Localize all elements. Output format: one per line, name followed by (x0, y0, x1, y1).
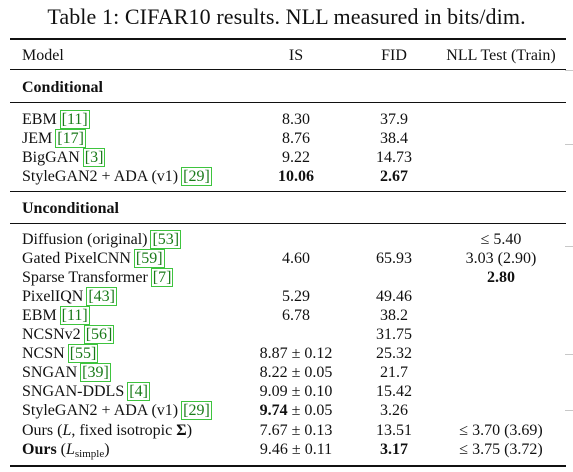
is-cell: 9.74 ± 0.05 (259, 402, 333, 419)
citation-link[interactable]: [53] (150, 230, 182, 249)
header-row: Model IS FID NLL Test (Train) (0, 46, 573, 66)
is-cell: 8.22 ± 0.05 (259, 364, 333, 381)
table-row: EBM [11] 6.78 38.2 (0, 306, 573, 326)
section-title: Unconditional (22, 200, 119, 217)
table-row: BigGAN [3] 9.22 14.73 (0, 148, 573, 168)
edge-mark (565, 354, 573, 355)
fid-cell: 14.73 (376, 149, 412, 166)
is-cell: 8.87 ± 0.12 (259, 345, 333, 362)
table-caption: Table 1: CIFAR10 results. NLL measured i… (47, 4, 526, 29)
model-cell: NCSN [55] (22, 344, 99, 363)
model-cell: PixelIQN [43] (22, 287, 117, 306)
table-row: NCSN [55] 8.87 ± 0.12 25.32 (0, 344, 573, 364)
is-cell: 9.46 ± 0.11 (259, 441, 333, 458)
citation-link[interactable]: [55] (67, 344, 99, 363)
citation-link[interactable]: [29] (181, 401, 212, 420)
model-cell: NCSNv2 [56] (22, 325, 115, 344)
is-cell: 5.29 (282, 288, 310, 305)
citation-link[interactable]: [11] (59, 110, 90, 129)
citation-link[interactable]: [11] (59, 306, 90, 325)
citation-link[interactable]: [3] (82, 148, 106, 167)
top-rule (10, 38, 566, 40)
section-rule (10, 223, 566, 224)
model-cell: Gated PixelCNN [59] (22, 249, 165, 268)
table-row: NCSNv2 [56] 31.75 (0, 325, 573, 345)
citation-link[interactable]: [59] (133, 249, 165, 268)
model-cell: StyleGAN2 + ADA (v1) [29] (22, 401, 212, 420)
fid-cell: 25.32 (376, 345, 412, 362)
nll-cell: 2.80 (487, 269, 515, 286)
table-row: StyleGAN2 + ADA (v1) [29] 10.06 2.67 (0, 167, 573, 187)
is-cell: 6.78 (282, 307, 310, 324)
header-is: IS (288, 47, 304, 64)
fid-cell: 49.46 (376, 288, 412, 305)
table-row: Ours (Lsimple) 9.46 ± 0.11 3.17 ≤ 3.75 (… (0, 440, 573, 460)
model-cell: Sparse Transformer [7] (22, 268, 174, 287)
bottom-rule (10, 465, 566, 467)
section-rule (10, 102, 566, 103)
model-cell: Diffusion (original) [53] (22, 230, 182, 249)
edge-mark (565, 70, 573, 71)
model-cell: EBM [11] (22, 110, 90, 129)
model-cell: Ours (Lsimple) (22, 441, 110, 460)
header-nll: NLL Test (Train) (446, 47, 556, 64)
is-cell: 9.09 ± 0.10 (259, 383, 333, 400)
citation-link[interactable]: [4] (127, 382, 150, 401)
model-cell: SNGAN [39] (22, 363, 111, 382)
table-row: PixelIQN [43] 5.29 49.46 (0, 287, 573, 307)
section-conditional: Conditional (0, 78, 573, 98)
fid-cell: 65.93 (376, 250, 412, 267)
fid-cell: 38.2 (380, 307, 408, 324)
fid-cell: 37.9 (380, 111, 408, 128)
header-rule (10, 69, 566, 70)
section-unconditional: Unconditional (0, 199, 573, 219)
is-cell: 9.22 (282, 149, 310, 166)
fid-cell: 2.67 (380, 168, 408, 185)
model-cell: JEM [17] (22, 129, 86, 148)
table-row: JEM [17] 8.76 38.4 (0, 129, 573, 149)
header-model: Model (22, 47, 64, 64)
edge-mark (565, 144, 573, 145)
fid-cell: 3.17 (380, 441, 408, 458)
table-row: EBM [11] 8.30 37.9 (0, 110, 573, 130)
nll-cell: 3.03 (2.90) (465, 250, 537, 267)
is-cell: 8.76 (282, 130, 310, 147)
model-cell: EBM [11] (22, 306, 90, 325)
citation-link[interactable]: [43] (86, 287, 117, 306)
nll-cell: ≤ 3.75 (3.72) (459, 441, 543, 458)
fid-cell: 3.26 (380, 402, 408, 419)
header-fid: FID (381, 47, 407, 64)
citation-link[interactable]: [17] (55, 129, 86, 148)
table-row: Sparse Transformer [7] 2.80 (0, 268, 573, 288)
fid-cell: 31.75 (376, 326, 412, 343)
model-cell: SNGAN-DDLS [4] (22, 382, 150, 401)
nll-cell: ≤ 5.40 (480, 231, 522, 248)
is-cell: 10.06 (278, 168, 314, 185)
edge-mark (565, 410, 573, 411)
table-row: StyleGAN2 + ADA (v1) [29] 9.74 ± 0.05 3.… (0, 401, 573, 421)
section-title: Conditional (22, 79, 103, 96)
table-row: SNGAN-DDLS [4] 9.09 ± 0.10 15.42 (0, 382, 573, 402)
citation-link[interactable]: [29] (181, 167, 212, 186)
table-row: Ours (L, fixed isotropic Σ) 7.67 ± 0.13 … (0, 421, 573, 441)
nll-cell: ≤ 3.70 (3.69) (459, 422, 543, 439)
citation-link[interactable]: [56] (83, 325, 115, 344)
model-cell: BigGAN [3] (22, 148, 106, 167)
model-cell: StyleGAN2 + ADA (v1) [29] (22, 167, 212, 186)
model-cell: Ours (L, fixed isotropic Σ) (22, 422, 193, 439)
is-cell: 7.67 ± 0.13 (259, 422, 333, 439)
citation-link[interactable]: [7] (150, 268, 174, 287)
fid-cell: 13.51 (376, 422, 412, 439)
fid-cell: 21.7 (380, 364, 408, 381)
table-row: Diffusion (original) [53] ≤ 5.40 (0, 230, 573, 250)
table-row: Gated PixelCNN [59] 4.60 65.93 3.03 (2.9… (0, 249, 573, 269)
citation-link[interactable]: [39] (80, 363, 111, 382)
fid-cell: 38.4 (380, 130, 408, 147)
fid-cell: 15.42 (376, 383, 412, 400)
table-row: SNGAN [39] 8.22 ± 0.05 21.7 (0, 363, 573, 383)
edge-mark (565, 246, 573, 247)
is-cell: 4.60 (282, 250, 310, 267)
is-cell: 8.30 (282, 111, 310, 128)
section-rule (10, 191, 566, 192)
